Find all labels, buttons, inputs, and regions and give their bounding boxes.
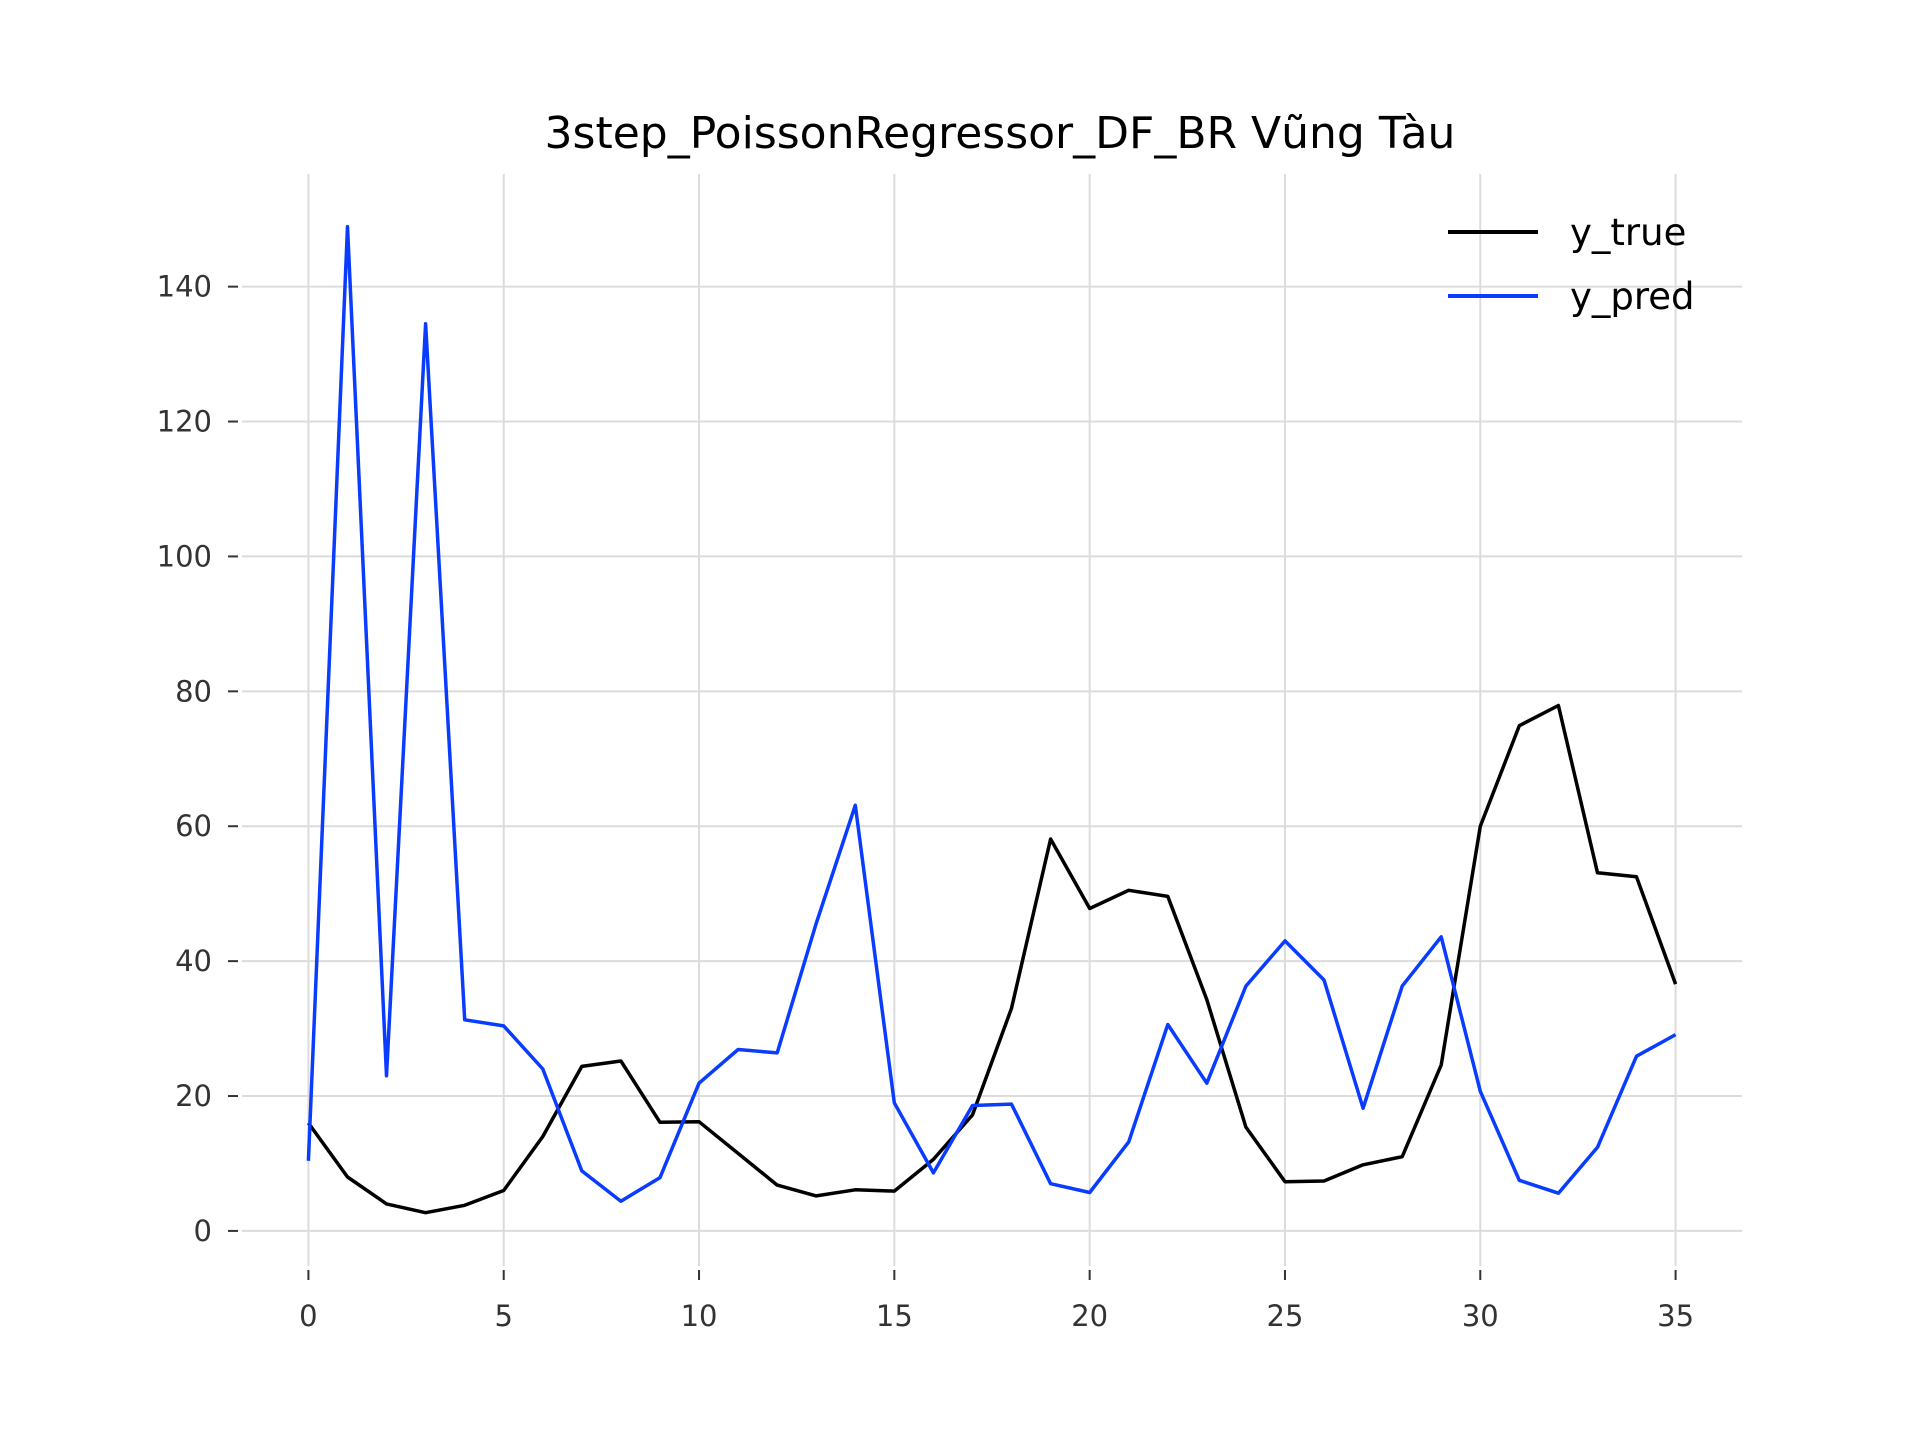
y-tick-label: 140: [157, 270, 212, 304]
series-group: [306, 224, 1678, 1215]
y-tick-label: 20: [175, 1079, 212, 1113]
x-tick-label: 15: [876, 1299, 913, 1333]
x-tick-label: 20: [1071, 1299, 1108, 1333]
y-axis: 0 20 40 60 80 100 120 140: [157, 270, 238, 1248]
x-tick-label: 35: [1657, 1299, 1694, 1333]
y-tick-label: 120: [157, 405, 212, 439]
y-gridlines: [242, 285, 1742, 1232]
legend: y_true y_pred: [1448, 211, 1695, 318]
series-line-y-pred: [306, 224, 1677, 1203]
x-tick-label: 0: [299, 1299, 317, 1333]
legend-label-y-true: y_true: [1570, 211, 1686, 254]
x-tick-label: 30: [1462, 1299, 1499, 1333]
x-gridlines: [307, 174, 1677, 1266]
legend-label-y-pred: y_pred: [1570, 275, 1695, 318]
x-tick-label: 10: [681, 1299, 718, 1333]
y-tick-label: 100: [157, 539, 212, 573]
x-axis: 0 5 10 15 20 25 30 35: [299, 1270, 1694, 1333]
x-tick-label: 25: [1267, 1299, 1304, 1333]
y-tick-label: 80: [175, 674, 212, 708]
y-tick-label: 40: [175, 944, 212, 978]
chart-title: 3step_PoissonRegressor_DF_BR Vũng Tàu: [545, 108, 1456, 159]
x-tick-label: 5: [494, 1299, 512, 1333]
series-line-y-true: [306, 703, 1678, 1215]
y-tick-label: 60: [175, 809, 212, 843]
y-tick-label: 0: [194, 1214, 212, 1248]
